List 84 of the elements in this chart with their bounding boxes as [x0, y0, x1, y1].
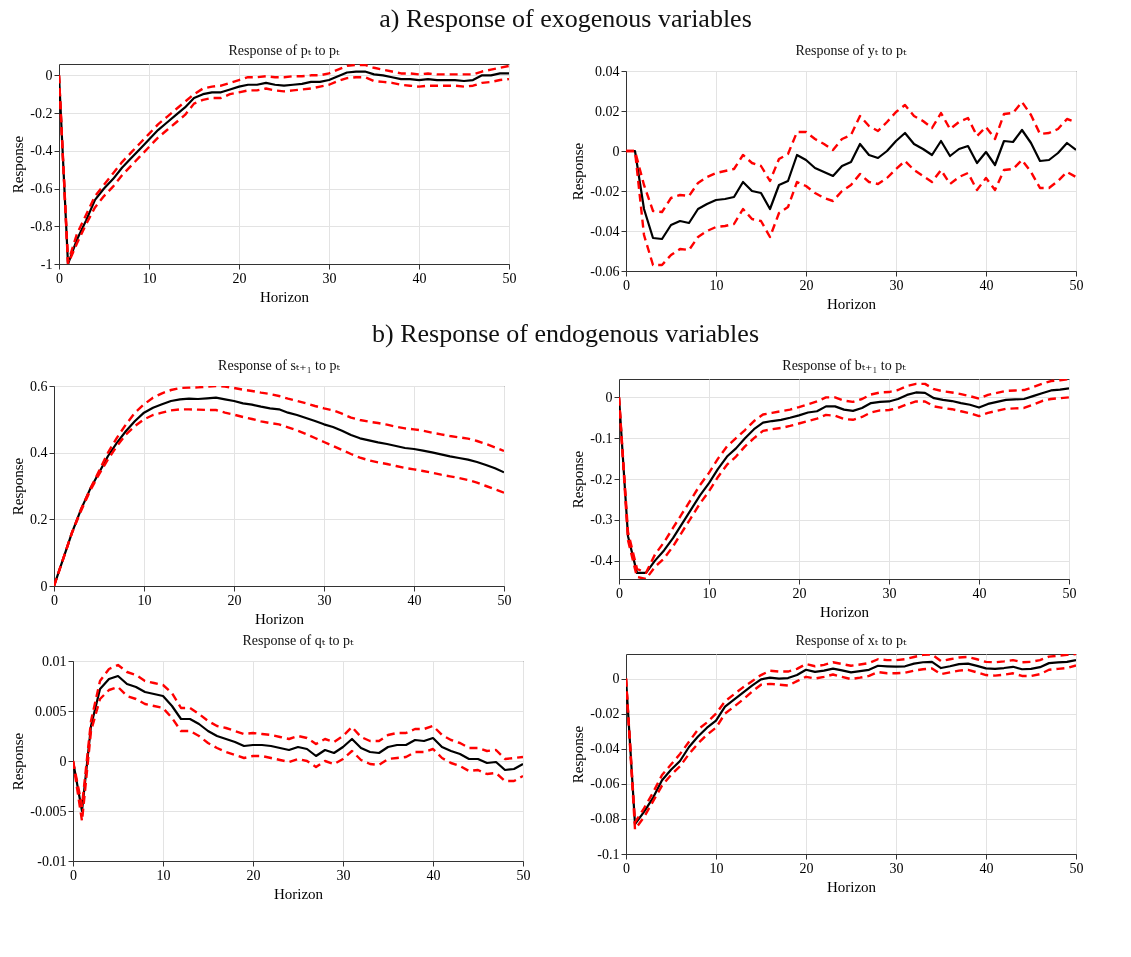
y-tick-label: -0.04	[590, 223, 620, 239]
y-tick-label: 0.02	[595, 103, 620, 119]
x-tick-label: 50	[1069, 860, 1084, 876]
x-tick-label: 50	[497, 592, 512, 608]
x-tick-label: 20	[227, 592, 242, 608]
y-tick-label: -0.6	[30, 181, 53, 197]
chart-title: Response of yₜ to pₜ	[795, 43, 908, 58]
x-tick-label: 10	[137, 592, 152, 608]
x-tick-label: 30	[889, 277, 904, 293]
y-tick-label: 0.6	[30, 378, 48, 394]
x-tick-label: 30	[889, 860, 904, 876]
y-tick-label: -0.06	[590, 263, 620, 279]
y-tick-label: -0.4	[590, 553, 613, 569]
y-axis-title: Response	[10, 732, 27, 791]
x-axis-title: Horizon	[273, 885, 324, 902]
x-tick-label: 40	[412, 270, 427, 286]
y-axis-title: Response	[570, 450, 587, 509]
y-tick-label: -0.3	[590, 512, 613, 528]
x-tick-label: 30	[322, 270, 337, 286]
x-tick-label: 10	[709, 860, 724, 876]
y-tick-label: 0	[612, 671, 620, 687]
y-tick-label: -0.04	[590, 741, 620, 757]
x-tick-label: 50	[516, 867, 531, 883]
y-tick-label: 0.005	[35, 703, 67, 719]
y-tick-label: -0.1	[590, 430, 613, 446]
y-axis-title: Response	[10, 457, 26, 516]
y-tick-label: -0.4	[30, 143, 53, 159]
x-tick-label: 10	[709, 277, 724, 293]
x-tick-label: 40	[972, 585, 987, 601]
y-tick-label: -0.005	[30, 803, 67, 819]
y-axis-title: Response	[570, 142, 587, 201]
x-tick-label: 50	[502, 270, 517, 286]
chart-title: Response of qₜ to pₜ	[242, 633, 355, 648]
chart-title: Response of pₜ to pₜ	[228, 43, 341, 58]
x-tick-label: 10	[156, 867, 171, 883]
y-tick-label: -0.01	[37, 853, 67, 869]
text: a) Response of exogenous variables	[378, 4, 753, 34]
x-tick-label: 20	[799, 277, 814, 293]
x-axis-title: Horizon	[259, 288, 310, 305]
x-tick-label: 10	[702, 585, 717, 601]
y-tick-label: 0.4	[30, 445, 48, 461]
x-tick-label: 0	[623, 860, 630, 876]
y-axis-title: Response	[570, 725, 587, 784]
y-tick-label: 0.2	[30, 511, 48, 527]
x-tick-label: 20	[792, 585, 807, 601]
y-axis-title: Response	[10, 135, 27, 194]
x-tick-label: 40	[407, 592, 422, 608]
y-tick-label: -0.2	[30, 105, 53, 121]
x-tick-label: 40	[426, 867, 441, 883]
y-tick-label: -0.02	[590, 706, 620, 722]
x-tick-label: 30	[882, 585, 897, 601]
y-tick-label: 0	[605, 389, 613, 405]
x-tick-label: 30	[336, 867, 351, 883]
x-tick-label: 0	[623, 277, 630, 293]
y-tick-label: -0.02	[590, 183, 620, 199]
x-tick-label: 20	[799, 860, 814, 876]
y-tick-label: 0	[612, 143, 620, 159]
x-tick-label: 10	[142, 270, 157, 286]
y-tick-label: -0.1	[597, 846, 620, 862]
x-axis-title: Horizon	[254, 610, 305, 627]
x-tick-label: 20	[246, 867, 261, 883]
y-tick-label: -0.06	[590, 776, 620, 792]
x-tick-label: 0	[70, 867, 77, 883]
y-tick-label: 0	[45, 67, 53, 83]
x-tick-label: 50	[1062, 585, 1077, 601]
y-tick-label: -1	[40, 256, 53, 272]
x-axis-title: Horizon	[819, 603, 870, 620]
y-tick-label: 0.04	[595, 63, 620, 79]
text: b) Response of endogenous variables	[371, 319, 760, 349]
x-tick-label: 50	[1069, 277, 1084, 293]
y-tick-label: 0.01	[42, 653, 67, 669]
y-tick-label: -0.08	[590, 811, 620, 827]
y-tick-label: -0.2	[590, 471, 613, 487]
chart-title: Response of bₜ₊₁ to pₜ	[782, 358, 907, 373]
x-axis-title: Horizon	[826, 878, 877, 895]
chart-title: Response of xₜ to pₜ	[795, 633, 908, 648]
chart-title: Response of sₜ₊₁ to pₜ	[218, 358, 341, 373]
x-tick-label: 20	[232, 270, 247, 286]
x-axis-title: Horizon	[826, 295, 877, 312]
x-tick-label: 30	[317, 592, 332, 608]
x-tick-label: 40	[979, 860, 994, 876]
y-tick-label: 0	[59, 753, 67, 769]
x-tick-label: 40	[979, 277, 994, 293]
y-tick-label: -0.8	[30, 218, 53, 234]
